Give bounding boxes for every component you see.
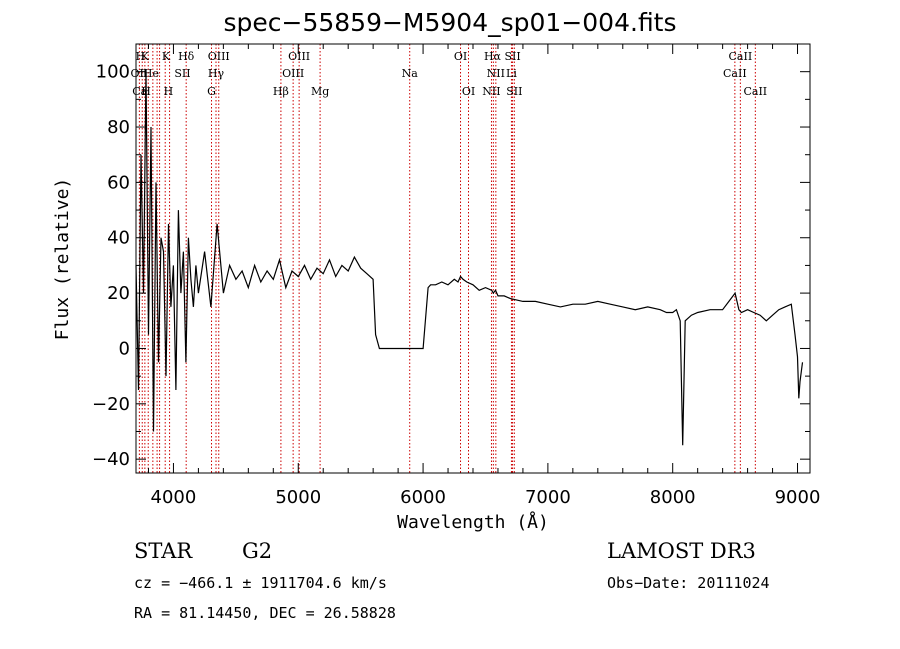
- survey-name: LAMOST DR3: [607, 539, 756, 563]
- x-tick-label-7000: 7000: [525, 487, 571, 508]
- line-label-25: OI: [462, 85, 475, 98]
- line-label-27: SII: [506, 85, 522, 98]
- x-axis-label: Wavelength (Å): [397, 511, 549, 533]
- line-label-23: Hβ: [273, 85, 289, 98]
- line-label-17: Li: [506, 67, 517, 80]
- line-label-1: K: [141, 50, 150, 63]
- spectral-line-markers: [138, 44, 756, 473]
- object-class: STAR: [134, 539, 193, 563]
- y-tick-label-0: 0: [119, 338, 130, 359]
- line-label-8: SII: [504, 50, 520, 63]
- flux-series-line: [135, 71, 804, 446]
- y-tick-label-80: 80: [107, 117, 130, 138]
- x-axis-ticks: 4000 5000 6000 7000 8000 9000: [147, 44, 821, 508]
- x-tick-label-4000: 4000: [151, 487, 197, 508]
- y-tick-label-60: 60: [107, 172, 130, 193]
- chart-title: spec−55859−M5904_sp01−004.fits: [223, 8, 677, 37]
- line-label-12: SII: [174, 67, 190, 80]
- y-tick-label-20: 20: [107, 283, 130, 304]
- line-label-0: H: [136, 50, 146, 63]
- object-subclass: G2: [242, 539, 273, 563]
- redshift-text: cz = −466.1 ± 1911704.6 km/s: [134, 574, 387, 592]
- line-label-6: OI: [454, 50, 467, 63]
- x-tick-label-9000: 9000: [775, 487, 821, 508]
- y-tick-label-100: 100: [96, 62, 130, 83]
- line-label-16: NII: [487, 67, 505, 80]
- plot-frame: [135, 43, 811, 474]
- coordinates: RA = 81.14450, DEC = 26.58828: [134, 604, 396, 622]
- line-label-13: Hγ: [208, 67, 225, 80]
- x-tick-label-8000: 8000: [650, 487, 696, 508]
- line-label-22: G: [207, 85, 216, 98]
- line-label-28: CaII: [743, 85, 767, 98]
- line-label-7: Hα: [484, 50, 502, 63]
- line-label-11: He: [143, 67, 159, 80]
- line-label-21: H: [164, 85, 174, 98]
- line-label-14: OIII: [282, 67, 304, 80]
- line-label-5: OIII: [288, 50, 310, 63]
- y-axis-ticks: −40 −20 0 20 40 60 80 100: [92, 62, 810, 470]
- line-label-9: CaII: [729, 50, 753, 63]
- line-label-2: K: [162, 50, 171, 63]
- y-axis-label: Flux (relative): [52, 178, 73, 341]
- line-label-15: Na: [402, 67, 419, 80]
- line-label-26: NII: [482, 85, 500, 98]
- line-label-10: OII: [131, 67, 149, 80]
- line-label-18: CaII: [723, 67, 747, 80]
- line-label-4: OIII: [208, 50, 230, 63]
- line-label-3: Hδ: [178, 50, 195, 63]
- y-tick-label-40: 40: [107, 228, 130, 249]
- y-tick-label--40: −40: [92, 449, 130, 470]
- x-tick-label-5000: 5000: [275, 487, 321, 508]
- line-label-24: Mg: [311, 85, 329, 98]
- x-tick-label-6000: 6000: [400, 487, 446, 508]
- y-tick-label--20: −20: [92, 394, 130, 415]
- obs-date: Obs−Date: 20111024: [607, 574, 770, 592]
